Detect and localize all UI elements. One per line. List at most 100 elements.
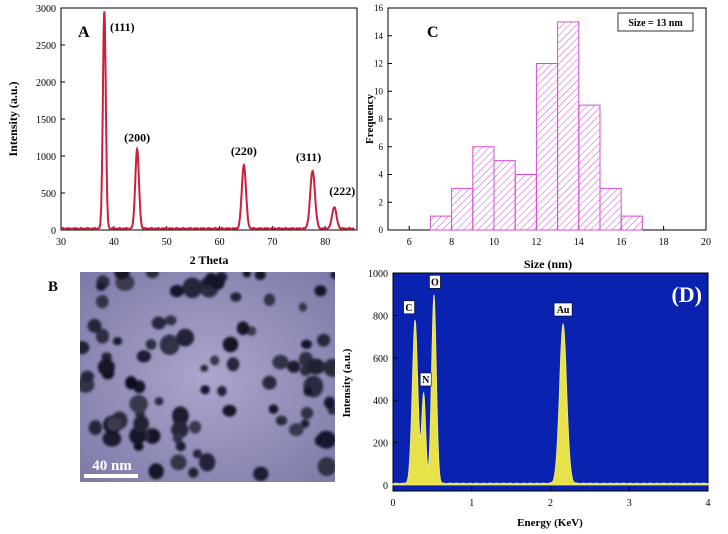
tem-particle <box>217 385 227 397</box>
xrd-y-tick-label: 2500 <box>36 41 56 52</box>
histogram-x-tick-label: 12 <box>531 237 541 248</box>
tem-particle <box>170 454 187 471</box>
edx-x-tick-label: 2 <box>548 498 553 509</box>
tem-particle <box>102 430 122 447</box>
tem-particle <box>96 282 107 291</box>
size-histogram: 0 2 4 6 8 10 12 14 16 6 8 10 12 14 16 18 20 C Size = 13… <box>364 3 711 271</box>
histogram-bar <box>472 146 495 231</box>
xrd-peak-label: (311) <box>296 150 321 164</box>
edx-x-tick-label: 1 <box>469 498 474 509</box>
histogram-panel-label: C <box>427 24 439 41</box>
tem-particle <box>145 339 157 350</box>
tem-particle <box>182 277 203 299</box>
xrd-y-tick-label: 1500 <box>36 115 56 126</box>
xrd-y-tick-label: 2000 <box>36 78 56 89</box>
edx-x-ticks: 0 1 2 3 4 <box>391 487 711 509</box>
xrd-y-tick-label: 0 <box>51 226 56 237</box>
histogram-x-ticks: 6 8 10 12 14 16 18 20 <box>407 226 711 248</box>
tem-particle <box>272 354 289 370</box>
xrd-y-ticks: 0 500 1000 1500 2000 2500 3000 <box>36 4 65 237</box>
histogram-bar <box>578 104 601 231</box>
tem-particle <box>236 321 250 336</box>
tem-particle <box>323 358 335 377</box>
histogram-y-ticks: 0 2 4 6 8 10 12 14 16 <box>374 3 392 235</box>
tem-particle <box>192 449 202 459</box>
edx-x-axis-label: Energy (KeV) <box>517 517 583 529</box>
histogram-legend-text: Size = 13 nm <box>628 18 683 29</box>
xrd-chart: 0 500 1000 1500 2000 2500 3000 30 40 50 60 70 80 (1… <box>6 4 358 267</box>
xrd-x-tick-label: 70 <box>267 237 277 248</box>
tem-particle <box>145 272 160 279</box>
histogram-x-tick-label: 8 <box>449 237 454 248</box>
xrd-y-tick-label: 1000 <box>36 152 56 163</box>
histogram-x-tick-label: 18 <box>659 237 669 248</box>
edx-x-tick-label: 0 <box>391 498 396 509</box>
tem-particle <box>164 315 177 326</box>
histogram-x-tick-label: 14 <box>574 237 584 248</box>
tem-particle <box>314 285 327 297</box>
tem-particle <box>144 428 161 444</box>
tem-panel-label: B <box>48 279 58 295</box>
xrd-y-tick-label: 3000 <box>36 4 56 15</box>
edx-y-tick-label: 1000 <box>368 269 388 280</box>
xrd-peak-label: (111) <box>110 20 135 34</box>
tem-particle <box>254 272 266 280</box>
tem-particle <box>154 397 164 406</box>
tem-particle <box>298 302 307 312</box>
tem-particle <box>151 316 166 330</box>
tem-particle <box>80 370 95 383</box>
tem-particle <box>317 457 335 477</box>
xrd-peak-label: (220) <box>231 144 257 158</box>
tem-particle <box>106 417 122 431</box>
histogram-x-tick-label: 20 <box>701 237 711 248</box>
tem-particle <box>136 350 151 363</box>
edx-spectrum-area <box>392 294 709 486</box>
histogram-bar <box>599 187 622 231</box>
tem-particle <box>301 339 312 349</box>
histogram-y-tick-label: 14 <box>374 31 384 41</box>
tem-particle <box>230 292 242 302</box>
histogram-y-tick-label: 2 <box>379 197 384 207</box>
histogram-y-tick-label: 10 <box>374 86 384 96</box>
edx-y-tick-label: 800 <box>373 311 388 322</box>
edx-y-ticks: 0 200 400 600 800 1000 <box>368 269 397 492</box>
tem-particle <box>242 272 251 278</box>
edx-y-tick-label: 0 <box>383 481 388 492</box>
histogram-y-tick-label: 12 <box>374 59 383 69</box>
edx-panel-label: (D) <box>671 282 702 307</box>
tem-scale-label: 40 nm <box>92 458 132 474</box>
tem-particle <box>169 284 184 298</box>
edx-x-tick-label: 4 <box>706 498 711 509</box>
edx-peak-label-box <box>429 275 441 289</box>
xrd-y-tick-label: 500 <box>41 189 56 200</box>
tem-particle <box>176 328 195 347</box>
xrd-x-tick-label: 50 <box>162 237 172 248</box>
xrd-peak-label: (200) <box>124 130 150 144</box>
xrd-peak-labels: (111) (200) (220) (311) (222) <box>110 20 355 198</box>
edx-peak-label-box <box>553 302 573 317</box>
edx-spectrum: 0 200 400 600 800 1000 0 1 2 3 4 C N O Au (D) Energy… <box>341 269 711 529</box>
tem-particle <box>189 420 202 434</box>
tem-particle <box>188 467 199 478</box>
histogram-y-tick-label: 4 <box>379 170 384 180</box>
tem-particle <box>317 333 331 347</box>
tem-particle <box>262 375 277 390</box>
histogram-bar <box>620 215 643 231</box>
tem-particle <box>226 357 240 372</box>
tem-particle <box>200 364 209 372</box>
tem-scale-bar <box>84 474 138 478</box>
edx-y-tick-label: 600 <box>373 354 388 365</box>
histogram-bar <box>557 21 580 231</box>
tem-particle <box>306 358 325 375</box>
tem-particle <box>268 404 279 414</box>
histogram-bars <box>429 21 643 231</box>
histogram-y-tick-label: 0 <box>379 225 384 235</box>
tem-particle <box>88 420 103 436</box>
xrd-x-axis-label: 2 Theta <box>190 253 229 267</box>
xrd-x-tick-label: 40 <box>109 237 119 248</box>
histogram-x-tick-label: 16 <box>616 237 626 248</box>
tem-particle <box>97 358 115 376</box>
tem-particle <box>99 295 109 305</box>
tem-particle <box>87 318 102 333</box>
tem-particle <box>263 293 276 306</box>
